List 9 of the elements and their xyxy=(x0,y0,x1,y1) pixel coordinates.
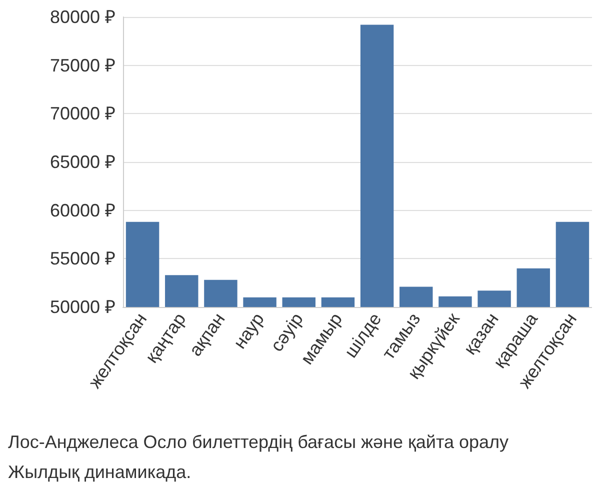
text: Жылдық динамикада. xyxy=(8,462,192,482)
y-tick-label: 50000 ₽ xyxy=(50,297,115,317)
y-tick-label: 60000 ₽ xyxy=(50,200,115,220)
y-tick-label: 70000 ₽ xyxy=(50,104,115,124)
y-tick-label: 75000 ₽ xyxy=(50,55,115,76)
y-tick-label: 65000 ₽ xyxy=(50,152,115,172)
y-tick-label: 80000 ₽ xyxy=(50,7,115,27)
y-tick-label: 55000 ₽ xyxy=(50,248,115,269)
text: Лос-Анджелеса Осло билеттердің бағасы және қайта оралу xyxy=(8,432,509,452)
